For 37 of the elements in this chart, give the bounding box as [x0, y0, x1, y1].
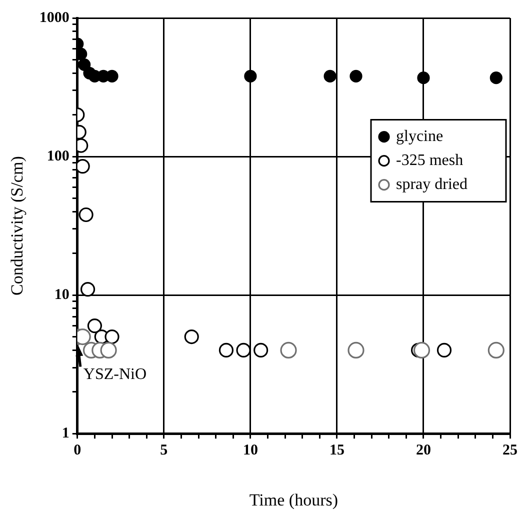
annotation: YSZ-NiO	[83, 366, 147, 383]
x-tick-label: 10	[242, 442, 258, 458]
point	[104, 329, 120, 344]
legend-label: spray dried	[396, 176, 468, 194]
x-tick-label: 5	[160, 442, 168, 458]
y-tick-label: 1	[62, 425, 70, 442]
point	[100, 342, 117, 358]
point	[280, 342, 297, 358]
x-tick-label: 0	[74, 442, 82, 458]
point	[324, 70, 336, 83]
point	[350, 70, 362, 83]
y-tick-label: 1000	[39, 10, 70, 26]
point	[236, 342, 251, 358]
x-tick-label: 20	[416, 442, 431, 458]
point	[87, 318, 102, 334]
x-axis-title: Time (hours)	[249, 490, 338, 510]
y-axis-title: Conductivity (S/cm)	[8, 156, 27, 296]
legend-label: glycine	[396, 128, 444, 146]
point	[218, 342, 234, 358]
legend-label: -325 mesh	[396, 152, 464, 170]
y-tick-label: 100	[46, 148, 70, 164]
x-tick-label: 15	[329, 442, 344, 458]
point	[254, 342, 268, 358]
point	[417, 72, 430, 84]
point	[78, 58, 91, 72]
point	[244, 70, 257, 83]
point	[436, 342, 452, 358]
point	[184, 329, 199, 344]
point	[348, 342, 364, 358]
point	[106, 70, 118, 83]
x-tick-label: 25	[502, 442, 518, 458]
point	[80, 282, 96, 297]
point	[413, 342, 430, 358]
y-tick-label: 10	[54, 286, 70, 303]
point	[490, 72, 502, 84]
point	[488, 342, 504, 358]
point	[78, 207, 94, 222]
